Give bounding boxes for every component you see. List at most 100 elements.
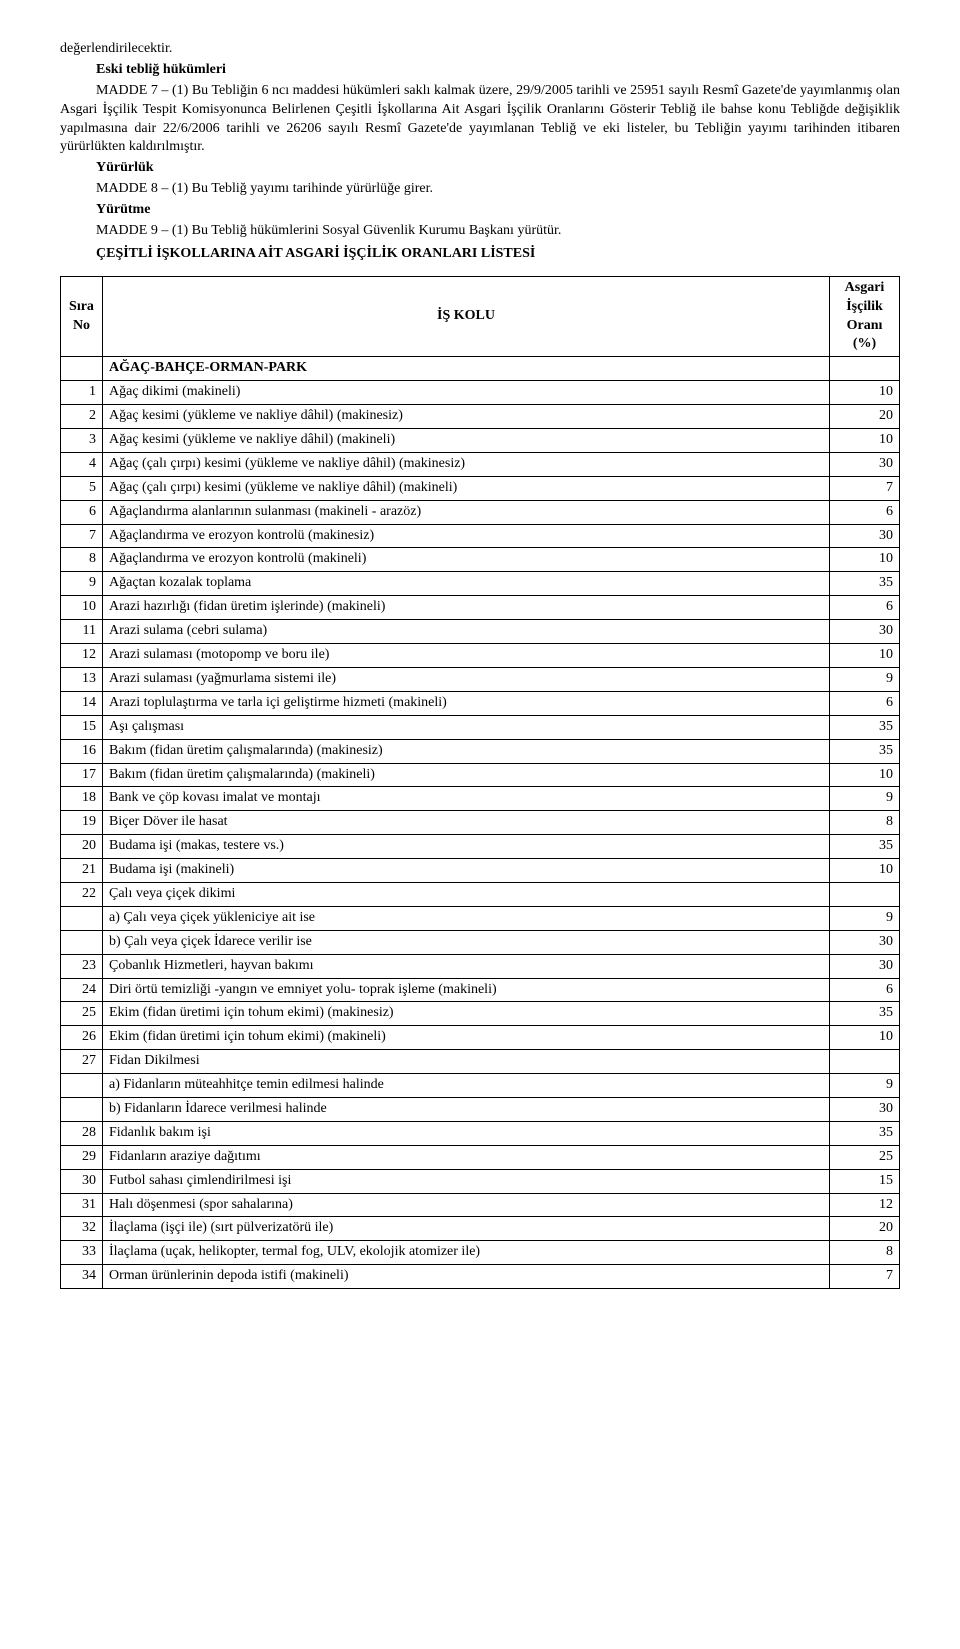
row-name: Ağaç dikimi (makineli) — [103, 381, 830, 405]
subrow-name: a) Çalı veya çiçek yükleniciye ait ise — [103, 906, 830, 930]
row-number: 6 — [61, 500, 103, 524]
heading-yururluk: Yürürlük — [60, 159, 900, 178]
subrow-number — [61, 930, 103, 954]
table-subrow: a) Fidanların müteahhitçe temin edilmesi… — [61, 1074, 900, 1098]
subrow-number — [61, 1074, 103, 1098]
row-name: Ağaçlandırma alanlarının sulanması (maki… — [103, 500, 830, 524]
row-name: Arazi sulama (cebri sulama) — [103, 620, 830, 644]
row-value: 30 — [830, 524, 900, 548]
row-name: Budama işi (makas, testere vs.) — [103, 835, 830, 859]
row-value: 35 — [830, 739, 900, 763]
table-row: 9Ağaçtan kozalak toplama35 — [61, 572, 900, 596]
row-number: 20 — [61, 835, 103, 859]
row-value: 12 — [830, 1193, 900, 1217]
row-number: 16 — [61, 739, 103, 763]
row-number: 25 — [61, 1002, 103, 1026]
row-name: Ağaçlandırma ve erozyon kontrolü (makine… — [103, 524, 830, 548]
row-number: 14 — [61, 691, 103, 715]
table-row: 33İlaçlama (uçak, helikopter, termal fog… — [61, 1241, 900, 1265]
table-row: 18Bank ve çöp kovası imalat ve montajı9 — [61, 787, 900, 811]
row-value: 20 — [830, 1217, 900, 1241]
table-row: 8Ağaçlandırma ve erozyon kontrolü (makin… — [61, 548, 900, 572]
table-row: 24Diri örtü temizliği -yangın ve emniyet… — [61, 978, 900, 1002]
row-name: Diri örtü temizliği -yangın ve emniyet y… — [103, 978, 830, 1002]
col-oran: Asgari İşçilik Oranı (%) — [830, 276, 900, 357]
row-value: 8 — [830, 1241, 900, 1265]
rates-table: Sıra No İŞ KOLU Asgari İşçilik Oranı (%)… — [60, 276, 900, 1289]
row-name: Fidanların araziye dağıtımı — [103, 1145, 830, 1169]
subrow-number — [61, 1097, 103, 1121]
row-value: 10 — [830, 1026, 900, 1050]
row-number: 9 — [61, 572, 103, 596]
row-value: 6 — [830, 691, 900, 715]
row-value: 6 — [830, 500, 900, 524]
madde7: MADDE 7 – (1) Bu Tebliğin 6 ncı maddesi … — [60, 82, 900, 158]
row-name: Ağaç kesimi (yükleme ve nakliye dâhil) (… — [103, 429, 830, 453]
table-header-row: Sıra No İŞ KOLU Asgari İşçilik Oranı (%) — [61, 276, 900, 357]
table-row: 11Arazi sulama (cebri sulama)30 — [61, 620, 900, 644]
table-row: 15Aşı çalışması35 — [61, 715, 900, 739]
subrow-name: a) Fidanların müteahhitçe temin edilmesi… — [103, 1074, 830, 1098]
row-value — [830, 882, 900, 906]
table-row: 2Ağaç kesimi (yükleme ve nakliye dâhil) … — [61, 405, 900, 429]
table-row: 3Ağaç kesimi (yükleme ve nakliye dâhil) … — [61, 429, 900, 453]
row-name: Arazi hazırlığı (fidan üretim işlerinde)… — [103, 596, 830, 620]
subrow-value: 9 — [830, 1074, 900, 1098]
table-row: 34Orman ürünlerinin depoda istifi (makin… — [61, 1265, 900, 1289]
row-number: 28 — [61, 1121, 103, 1145]
subrow-name: b) Fidanların İdarece verilmesi halinde — [103, 1097, 830, 1121]
table-subrow: a) Çalı veya çiçek yükleniciye ait ise9 — [61, 906, 900, 930]
row-name: Çalı veya çiçek dikimi — [103, 882, 830, 906]
row-value: 35 — [830, 1121, 900, 1145]
row-name: Çobanlık Hizmetleri, hayvan bakımı — [103, 954, 830, 978]
row-number: 32 — [61, 1217, 103, 1241]
col-iskolu: İŞ KOLU — [103, 276, 830, 357]
subrow-value: 30 — [830, 1097, 900, 1121]
row-value: 30 — [830, 954, 900, 978]
row-value: 35 — [830, 715, 900, 739]
row-value: 7 — [830, 1265, 900, 1289]
row-number: 19 — [61, 811, 103, 835]
row-name: Ağaç (çalı çırpı) kesimi (yükleme ve nak… — [103, 452, 830, 476]
row-value: 15 — [830, 1169, 900, 1193]
row-name: Ekim (fidan üretimi için tohum ekimi) (m… — [103, 1002, 830, 1026]
row-number: 30 — [61, 1169, 103, 1193]
row-number: 26 — [61, 1026, 103, 1050]
row-name: Ekim (fidan üretimi için tohum ekimi) (m… — [103, 1026, 830, 1050]
table-row: 26Ekim (fidan üretimi için tohum ekimi) … — [61, 1026, 900, 1050]
row-value: 35 — [830, 835, 900, 859]
row-name: Biçer Döver ile hasat — [103, 811, 830, 835]
table-row: 29Fidanların araziye dağıtımı25 — [61, 1145, 900, 1169]
row-name: Orman ürünlerinin depoda istifi (makinel… — [103, 1265, 830, 1289]
row-value: 10 — [830, 429, 900, 453]
row-number: 4 — [61, 452, 103, 476]
row-value: 30 — [830, 620, 900, 644]
row-value: 10 — [830, 763, 900, 787]
row-value: 6 — [830, 978, 900, 1002]
row-value: 10 — [830, 381, 900, 405]
row-name: Budama işi (makineli) — [103, 859, 830, 883]
row-value: 35 — [830, 572, 900, 596]
table-row: 12Arazi sulaması (motopomp ve boru ile)1… — [61, 644, 900, 668]
table-row: 30Futbol sahası çimlendirilmesi işi15 — [61, 1169, 900, 1193]
heading-eski-teblig: Eski tebliğ hükümleri — [60, 61, 900, 80]
table-row: 27Fidan Dikilmesi — [61, 1050, 900, 1074]
table-row: 22Çalı veya çiçek dikimi — [61, 882, 900, 906]
table-row: 5Ağaç (çalı çırpı) kesimi (yükleme ve na… — [61, 476, 900, 500]
row-number: 12 — [61, 644, 103, 668]
section-num — [61, 357, 103, 381]
table-row: 23Çobanlık Hizmetleri, hayvan bakımı30 — [61, 954, 900, 978]
row-number: 23 — [61, 954, 103, 978]
row-name: Ağaç kesimi (yükleme ve nakliye dâhil) (… — [103, 405, 830, 429]
table-row: 7Ağaçlandırma ve erozyon kontrolü (makin… — [61, 524, 900, 548]
table-row: 14Arazi toplulaştırma ve tarla içi geliş… — [61, 691, 900, 715]
row-value: 9 — [830, 667, 900, 691]
table-row: 31Halı döşenmesi (spor sahalarına)12 — [61, 1193, 900, 1217]
row-number: 22 — [61, 882, 103, 906]
row-number: 8 — [61, 548, 103, 572]
table-row: 28Fidanlık bakım işi35 — [61, 1121, 900, 1145]
col-sira: Sıra No — [61, 276, 103, 357]
row-number: 10 — [61, 596, 103, 620]
row-value: 8 — [830, 811, 900, 835]
subrow-value: 9 — [830, 906, 900, 930]
